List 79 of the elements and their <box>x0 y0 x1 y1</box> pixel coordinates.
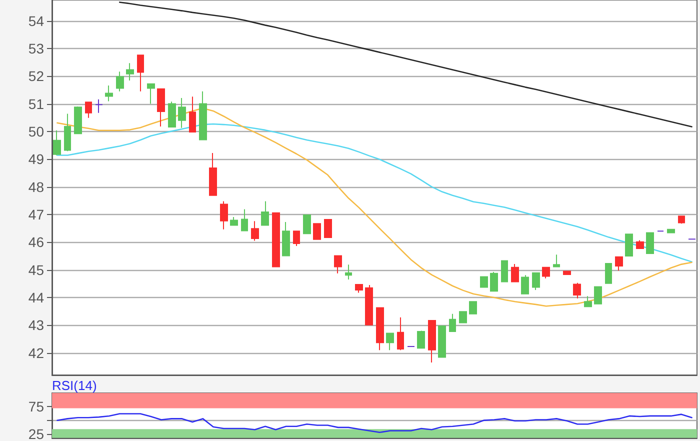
candlestick <box>386 332 394 351</box>
candlestick <box>501 260 508 282</box>
candlestick <box>625 234 633 256</box>
y-tick-label: 42 <box>28 344 44 361</box>
candlestick <box>449 313 456 332</box>
candlestick <box>282 221 290 256</box>
candlestick <box>542 266 550 279</box>
line-series <box>56 108 692 307</box>
candlestick <box>95 98 103 114</box>
candlestick <box>324 218 332 238</box>
candlestick <box>480 276 488 288</box>
candlestick <box>303 214 311 234</box>
candlestick <box>293 230 300 247</box>
y-tick-label: 45 <box>28 262 44 278</box>
candlestick <box>230 216 238 226</box>
candlestick <box>365 284 373 326</box>
candlestick <box>594 286 602 304</box>
y-tick-label: 44 <box>28 290 44 306</box>
candlestick <box>459 311 467 324</box>
candlestick <box>553 254 560 268</box>
candlestick <box>147 83 155 104</box>
candlestick <box>438 326 446 358</box>
candlestick <box>105 85 113 102</box>
line-series <box>118 2 692 128</box>
candlestick <box>334 255 342 274</box>
candlestick <box>678 216 685 224</box>
candlestick <box>563 270 571 276</box>
candlestick <box>521 274 529 294</box>
candlestick <box>490 272 498 292</box>
y-tick-label: 75 <box>28 398 44 415</box>
candlestick <box>272 212 280 268</box>
chart-title: RSI(14) <box>52 378 97 393</box>
y-tick-label: 46 <box>28 234 44 250</box>
y-tick-label: 54 <box>28 12 44 29</box>
candlestick <box>345 264 352 280</box>
y-tick-label: 48 <box>28 178 44 195</box>
candlestick <box>53 130 61 156</box>
candlestick <box>376 307 384 351</box>
candlestick <box>74 106 82 134</box>
candlestick <box>241 208 248 232</box>
y-tick-label: 47 <box>28 206 44 222</box>
candlestick <box>116 71 124 92</box>
candlestick <box>397 316 404 351</box>
candlestick <box>137 54 144 92</box>
candlestick <box>85 101 92 118</box>
candlestick <box>313 223 321 240</box>
candlestick <box>584 296 592 308</box>
y-tick-label: 43 <box>28 317 44 334</box>
candlestick <box>667 228 675 234</box>
candlestick <box>573 282 581 299</box>
candlestick <box>209 152 217 196</box>
y-tick-label: 50 <box>28 123 44 140</box>
candlestick <box>511 264 519 282</box>
y-tick-label: 51 <box>28 96 44 112</box>
candlestick <box>168 101 176 128</box>
candlestick <box>178 97 186 128</box>
y-tick-label: 49 <box>28 151 44 168</box>
line-series <box>56 413 692 434</box>
candlestick <box>469 301 477 314</box>
candlestick <box>417 330 425 349</box>
candlestick <box>646 232 654 254</box>
y-tick-label: 25 <box>28 426 44 441</box>
candlestick <box>251 220 259 242</box>
candlestick <box>605 262 612 284</box>
candlestick <box>189 96 196 133</box>
candlestick <box>636 240 644 250</box>
line-series <box>56 123 692 262</box>
candlestick <box>355 284 363 294</box>
candlestick <box>615 256 623 272</box>
candlestick <box>532 272 540 291</box>
candlestick <box>199 90 207 140</box>
y-tick-label: 53 <box>28 40 44 56</box>
candlestick <box>261 200 269 226</box>
y-tick-label: 52 <box>28 68 44 84</box>
candlestick <box>157 88 165 127</box>
candlestick <box>64 113 71 152</box>
candlestick <box>428 320 436 364</box>
candlestick <box>126 62 134 82</box>
candlestick <box>220 200 228 230</box>
